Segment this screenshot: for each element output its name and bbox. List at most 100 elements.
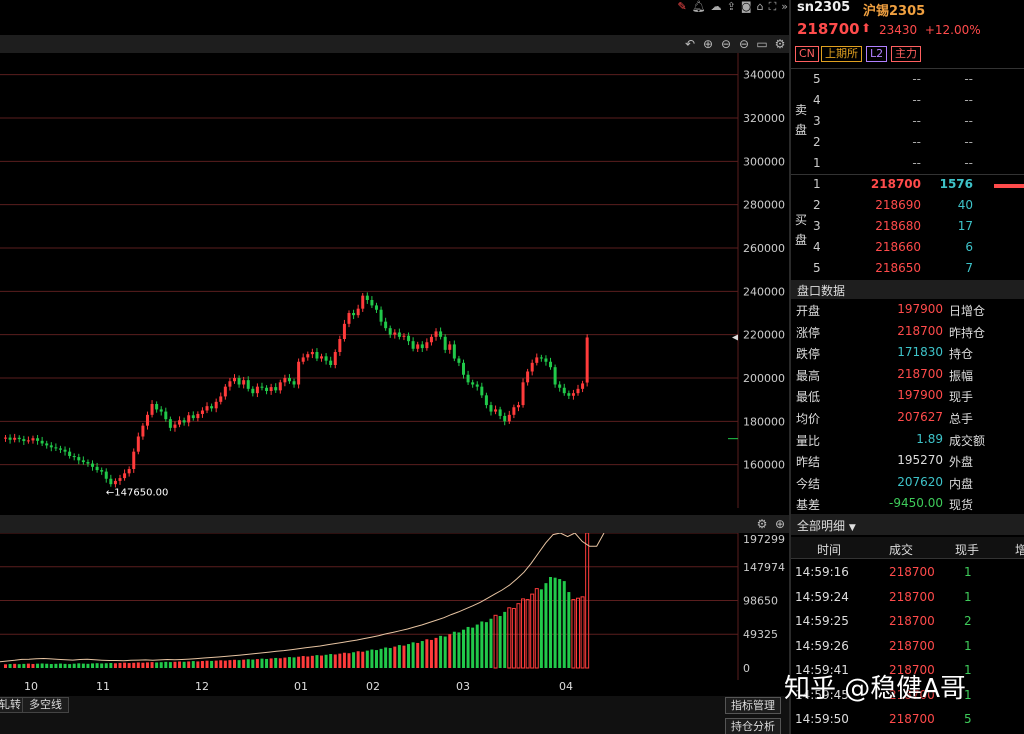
pankou-label-2: 持仓 (949, 347, 974, 362)
pen-icon[interactable]: ✎ (677, 0, 687, 13)
volume-bar (141, 662, 145, 668)
volume-bar (278, 658, 282, 668)
bid-qty: 1576 (939, 177, 973, 191)
candle-body (233, 378, 236, 382)
volume-bar (384, 647, 388, 668)
dropdown-arrow-icon: ▼ (848, 523, 856, 533)
ask-row[interactable]: 5 -- -- (791, 70, 1024, 91)
bid-row[interactable]: 1 218700 1576 (791, 175, 1024, 196)
detail-header[interactable]: 全部明细 ▼ (791, 514, 1024, 535)
tick-row[interactable]: 14:59:26 218700 1 (791, 635, 1024, 660)
pankou-label-2: 外盘 (949, 455, 974, 470)
volume-chart[interactable]: 197299 147974 98650 49325 0 (0, 533, 789, 680)
candle-body (425, 342, 429, 349)
zoom-out-icon[interactable]: ⊖ (720, 37, 732, 51)
tag-icon[interactable]: ⌂ (756, 0, 764, 13)
pankou-header[interactable]: 盘口数据 (791, 280, 1024, 299)
candle-body (407, 335, 411, 342)
volume-bar (539, 589, 543, 668)
indicator-management-button[interactable]: 指标管理 (725, 697, 781, 714)
cloud-icon[interactable]: ☁ (710, 0, 722, 13)
collapse-icon[interactable]: » (781, 0, 788, 13)
candle-body (223, 386, 227, 397)
zoom-in-icon[interactable]: ⊕ (702, 37, 714, 51)
volume-bar (493, 614, 498, 669)
quote-panel: sn2305 沪锡2305 218700 ⬆ 23430 +12.00% CN … (789, 0, 1024, 734)
volume-bar (439, 635, 443, 668)
y-tick-label: 240000 (743, 285, 785, 298)
volume-bar (251, 659, 255, 668)
candle-body (237, 378, 241, 385)
bid-row[interactable]: 5 218650 7 (791, 259, 1024, 280)
tick-row[interactable]: 14:59:25 218700 2 (791, 610, 1024, 635)
volume-bar (269, 658, 273, 668)
pankou-label: 开盘 (796, 304, 821, 318)
settings-icon[interactable]: ⚙ (774, 37, 786, 51)
ask-row[interactable]: 4 -- -- (791, 91, 1024, 112)
candle-body (164, 411, 168, 420)
candle-body (576, 388, 580, 394)
bid-row[interactable]: 2 218690 40 (791, 196, 1024, 217)
candle-body (581, 383, 585, 389)
candle-body (443, 336, 447, 350)
tick-row[interactable]: 14:59:16 218700 1 (791, 561, 1024, 586)
volume-bar (223, 660, 227, 668)
oi-analysis-button[interactable]: 持仓分析 (725, 718, 781, 734)
volume-settings-icon[interactable]: ⚙ (756, 517, 768, 531)
candlestick-chart[interactable]: 340000 320000 300000 280000 260000 240000 2200… (0, 53, 789, 513)
volume-bar (516, 603, 521, 669)
candle-body (210, 406, 214, 409)
y-tick-label: 160000 (743, 459, 785, 472)
volume-bar (45, 663, 49, 668)
camera-icon[interactable]: ◙ (740, 0, 752, 13)
volume-bar (123, 662, 127, 668)
tick-price: 218700 (889, 638, 935, 653)
volume-info-icon[interactable]: ⊕ (774, 517, 786, 531)
candle-body (498, 409, 502, 416)
volume-bar (109, 663, 113, 668)
tick-row[interactable]: 14:59:45 218700 1 (791, 684, 1024, 709)
low-price-label: ←147650.00 (106, 487, 168, 498)
ask-row[interactable]: 2 -- -- (791, 133, 1024, 154)
tick-row[interactable]: 14:59:41 218700 1 (791, 659, 1024, 684)
detail-columns: 时间 成交 现手 增 (791, 537, 1024, 559)
ask-row[interactable]: 1 -- -- (791, 154, 1024, 175)
volume-bar (338, 653, 342, 668)
candle-body (123, 473, 127, 479)
tab-multi-short-line[interactable]: 多空线 (22, 697, 69, 713)
detail-title[interactable]: 全部明细 ▼ (797, 519, 856, 533)
volume-bar (118, 662, 122, 668)
ask-row[interactable]: 3 -- -- (791, 112, 1024, 133)
volume-bar (168, 662, 172, 668)
bid-row[interactable]: 4 218660 6 (791, 238, 1024, 259)
candle-body (471, 382, 475, 385)
window-icon[interactable]: ▭ (756, 37, 768, 51)
share-icon[interactable]: ⇪ (726, 0, 736, 13)
candle-body (155, 404, 159, 410)
candle-body (159, 409, 163, 412)
buy-side-label: 买 盘 (794, 213, 807, 247)
volume-bar (228, 660, 232, 668)
bid-row[interactable]: 3 218680 17 (791, 217, 1024, 238)
minus-icon[interactable]: ⊖ (738, 37, 750, 51)
tick-row[interactable]: 14:59:50 218700 5 (791, 708, 1024, 733)
tick-row[interactable]: 14:59:24 218700 1 (791, 586, 1024, 611)
bell-icon[interactable]: 🔔︎ (691, 0, 706, 13)
candle-body (113, 480, 117, 485)
ask-level: 5 (813, 72, 821, 86)
tab-roll[interactable]: 轧转 (0, 697, 28, 713)
candle-body (466, 374, 470, 383)
chart-area[interactable]: ↶ ⊕ ⊖ ⊖ ▭ ⚙ 340000 320000 300000 280000 2600… (0, 0, 789, 734)
fullscreen-icon[interactable]: ⛶ (768, 0, 777, 13)
undo-icon[interactable]: ↶ (684, 37, 696, 51)
candle-body (571, 393, 575, 396)
volume-bar (104, 663, 108, 668)
bid-price: 218690 (875, 198, 921, 212)
candle-body (301, 357, 305, 362)
candle-body (173, 424, 177, 428)
bid-price: 218700 (870, 177, 921, 191)
candle-body (361, 295, 365, 309)
candle-body (58, 448, 62, 450)
volume-bar (287, 657, 291, 668)
tick-price: 218700 (889, 712, 935, 726)
